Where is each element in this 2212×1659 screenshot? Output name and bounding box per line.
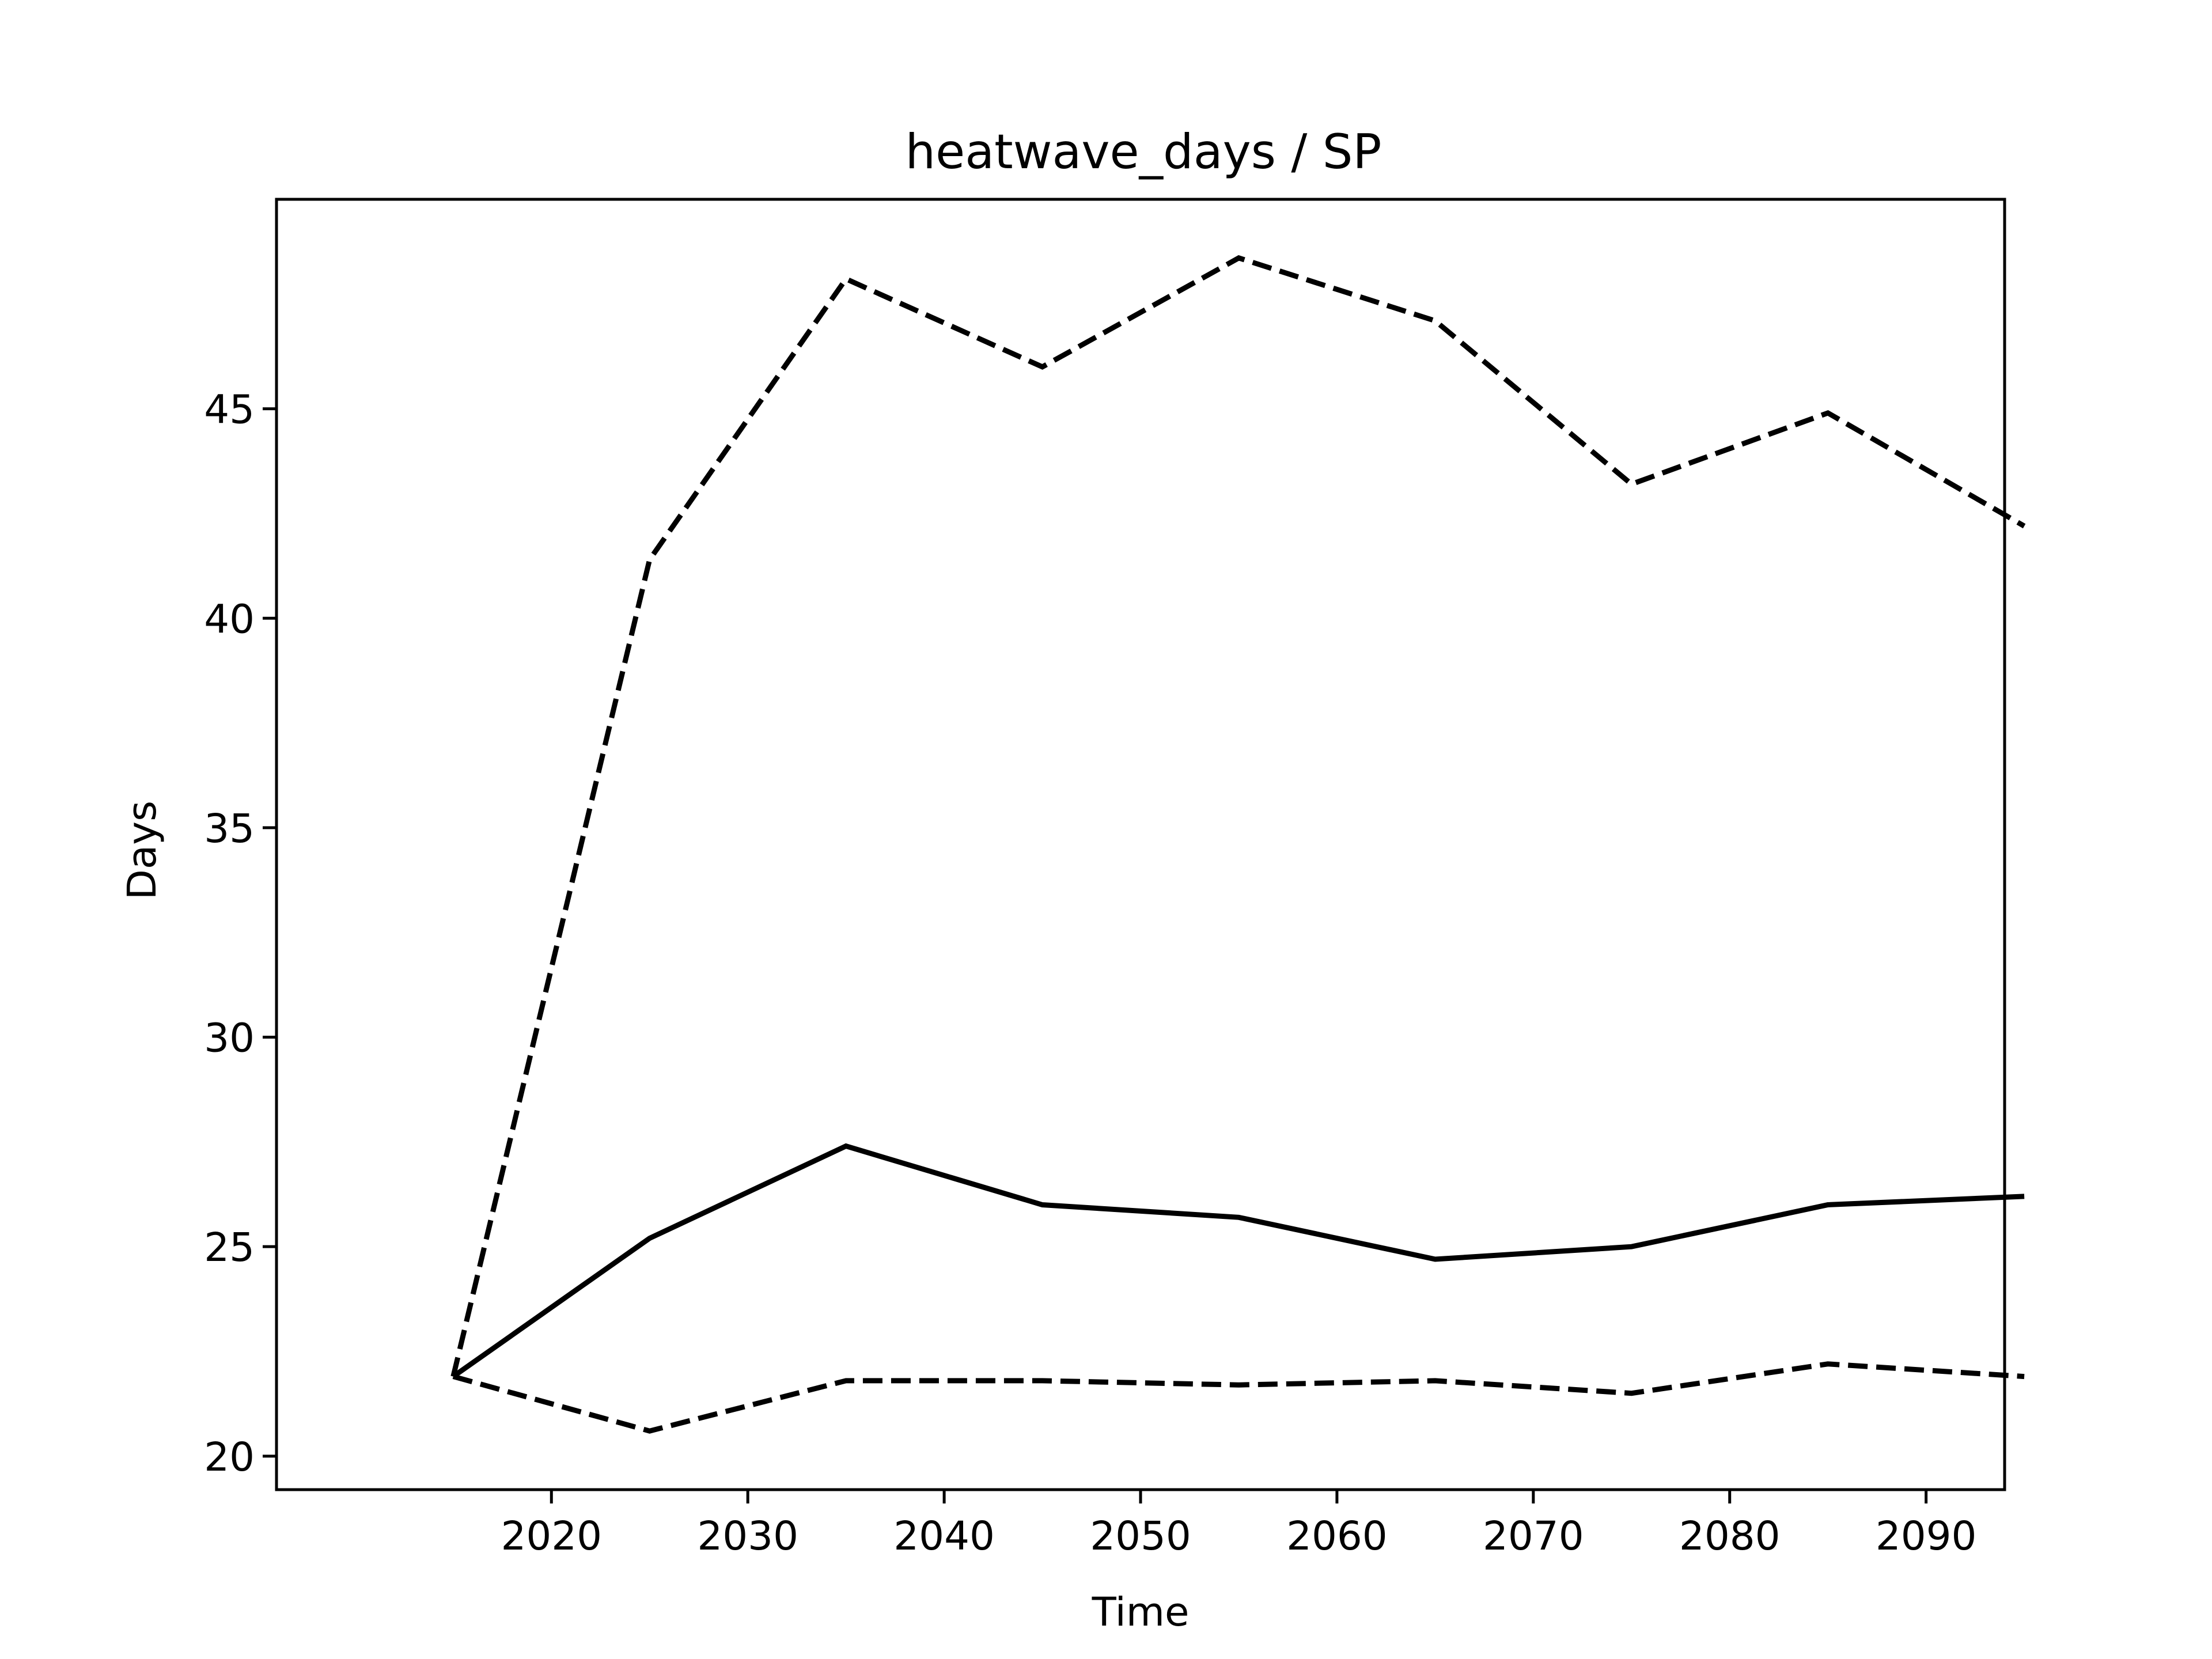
chart-title: heatwave_days / SP xyxy=(906,124,1382,180)
plot-area xyxy=(275,198,2026,1491)
y-axis-label: Days xyxy=(119,801,165,900)
x-axis: 2020 2030 2040 2050 2060 2070 2080 2090 xyxy=(501,1490,1976,1559)
x-tick-label: 2050 xyxy=(1090,1513,1191,1559)
y-tick-label: 30 xyxy=(204,1016,255,1062)
x-tick-label: 2030 xyxy=(697,1513,798,1559)
series-line-2 xyxy=(452,1143,2025,1379)
y-tick-label: 35 xyxy=(204,806,255,852)
y-tick-label: 45 xyxy=(204,387,255,433)
x-tick-label: 2080 xyxy=(1679,1513,1781,1559)
x-tick-label: 2070 xyxy=(1483,1513,1584,1559)
axes-frame xyxy=(275,198,2006,1491)
y-tick-label: 25 xyxy=(204,1225,255,1271)
x-axis-label: Time xyxy=(1092,1589,1190,1635)
x-tick-label: 2060 xyxy=(1286,1513,1388,1559)
y-tick-label: 40 xyxy=(204,596,255,642)
x-tick-label: 2020 xyxy=(501,1513,602,1559)
y-tick-label: 20 xyxy=(204,1434,255,1480)
series-line-3 xyxy=(452,1361,2025,1434)
x-tick-label: 2040 xyxy=(893,1513,995,1559)
series-line-1 xyxy=(450,255,2026,1377)
y-axis: 20 25 30 35 40 45 xyxy=(204,387,276,1480)
series-group xyxy=(450,255,2026,1434)
x-tick-label: 2090 xyxy=(1876,1513,1977,1559)
